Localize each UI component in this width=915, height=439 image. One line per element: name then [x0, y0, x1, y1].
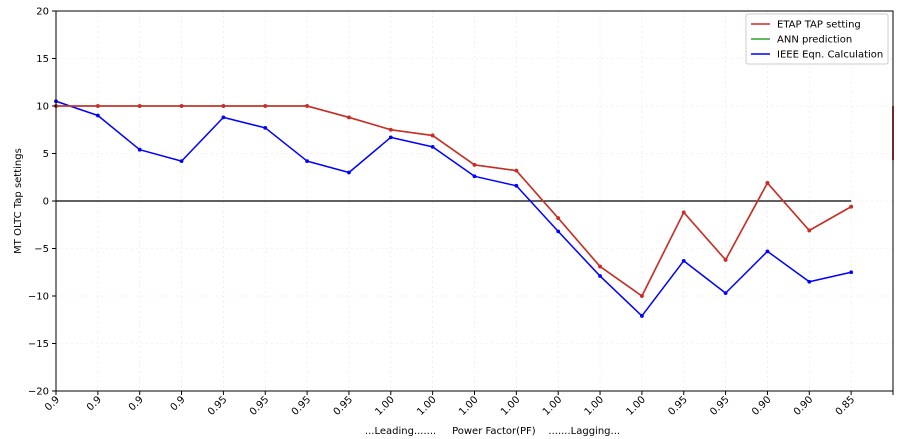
series-point [514, 183, 519, 188]
x-tick-label: 0.95 [206, 394, 230, 418]
y-tick-label: −10 [28, 292, 49, 303]
legend-box [745, 13, 889, 65]
series-point [472, 163, 477, 167]
series-point [765, 181, 770, 185]
series-point [263, 125, 268, 130]
series-point [95, 113, 100, 118]
series-point [388, 127, 393, 132]
series-1 [54, 104, 854, 298]
x-tick-label: 0.95 [708, 394, 732, 418]
y-axis: −20 −15 −10 −5 0 5 10 15 20 [28, 7, 56, 398]
series-line [55, 100, 852, 317]
series-point [221, 115, 226, 120]
series-point [598, 274, 602, 278]
series-point [347, 115, 351, 120]
series-point [472, 174, 477, 179]
series-point [430, 133, 435, 138]
series-point [849, 270, 854, 275]
legend: ETAP TAP setting ANN prediction IEEE Eqn. … [745, 13, 889, 65]
series-layer [54, 99, 894, 318]
series-point [305, 159, 309, 164]
series-point [388, 135, 393, 140]
y-axis-label: MT OLTC Tap settings [13, 148, 24, 254]
x-tick-label: 1.00 [457, 394, 481, 418]
series-point [640, 294, 644, 298]
legend-label: IEEE Eqn. Calculation [777, 50, 883, 61]
series-point [179, 104, 184, 108]
series-point [849, 204, 854, 209]
series-line [56, 105, 852, 297]
y-tick-label: 0 [43, 197, 49, 208]
y-tick-label: −15 [28, 339, 49, 350]
x-tick-label: 0.95 [666, 394, 690, 418]
legend-label: ANN prediction [777, 35, 852, 46]
series-point [556, 229, 561, 234]
x-tick-label: 0.95 [248, 394, 272, 418]
series-point [347, 170, 351, 175]
y-tick-label: −5 [34, 244, 49, 255]
series-point [556, 216, 561, 221]
y-tick-label: 20 [36, 7, 49, 18]
series-point [179, 159, 184, 164]
x-tick-label: 0.90 [792, 394, 816, 418]
x-tick-label: 1.00 [583, 394, 607, 418]
series-point [640, 314, 644, 318]
series-point [305, 104, 309, 108]
x-tick-label: 0.9 [85, 394, 104, 413]
series-point [221, 104, 226, 108]
x-tick-label: 0.85 [834, 394, 858, 418]
y-tick-label: −20 [28, 387, 49, 398]
series-3 [54, 99, 854, 318]
x-tick-label: 0.95 [332, 394, 356, 418]
series-point [263, 104, 268, 108]
series-point [598, 264, 602, 269]
series-point [430, 144, 435, 149]
y-tick-label: 15 [36, 54, 49, 65]
x-tick-label: 1.00 [499, 394, 523, 418]
series-point [514, 168, 519, 173]
x-axis: 0.9 0.9 0.9 0.9 0.95 0.95 0.95 0.95 1.00 1.00 1.00… [43, 391, 894, 418]
x-tick-label: 1.00 [541, 394, 565, 418]
x-tick-label: 0.95 [290, 394, 314, 418]
series-point [807, 228, 812, 233]
series-point [723, 258, 728, 262]
series-point [681, 258, 686, 263]
y-tick-label: 10 [36, 102, 49, 113]
x-tick-label: 0.9 [127, 394, 146, 413]
series-point [723, 291, 728, 296]
x-tick-label: 0.90 [750, 394, 774, 418]
x-tick-label: 1.00 [373, 394, 397, 418]
series-point [807, 279, 812, 284]
legend-label: ETAP TAP setting [777, 20, 861, 31]
x-tick-label: 1.00 [415, 394, 439, 418]
series-point [137, 147, 142, 152]
series-point [765, 249, 770, 254]
y-tick-label: 5 [43, 149, 49, 160]
series-point [137, 104, 142, 108]
x-tick-label: 1.00 [624, 394, 648, 418]
series-point [95, 104, 100, 108]
x-tick-label: 0.9 [169, 394, 188, 413]
series-point [681, 210, 686, 215]
x-axis-label: ...Leading....... Power Factor(PF) .....… [365, 426, 620, 437]
